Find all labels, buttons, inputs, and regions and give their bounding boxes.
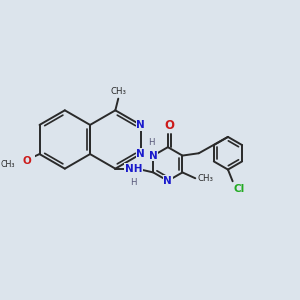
Text: CH₃: CH₃ [197, 174, 213, 183]
Text: Cl: Cl [234, 184, 245, 194]
Text: H: H [130, 178, 137, 187]
Text: N: N [136, 120, 145, 130]
Text: N: N [164, 176, 172, 186]
Text: N: N [149, 151, 158, 160]
Text: H: H [148, 138, 154, 147]
Text: CH₃: CH₃ [1, 160, 15, 169]
Text: CH₃: CH₃ [110, 87, 126, 96]
Text: N: N [136, 149, 145, 159]
Text: NH: NH [125, 164, 142, 174]
Text: O: O [22, 155, 31, 166]
Text: O: O [164, 119, 174, 132]
